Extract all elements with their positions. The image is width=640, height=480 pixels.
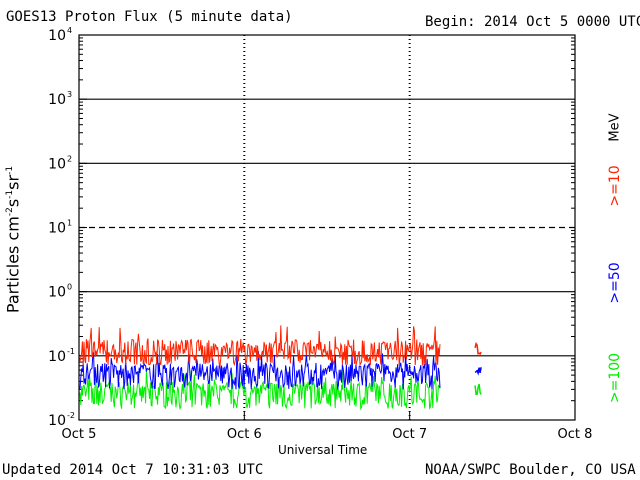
legend-ge100: >=100 (607, 352, 623, 404)
y-tick-label-2: 10 (48, 285, 66, 301)
x-tick-label-2: Oct 7 (392, 427, 427, 442)
y-tick-exp-2: 0 (67, 283, 72, 292)
series-line->=10 (79, 325, 441, 368)
x-tick-label-3: Oct 8 (558, 427, 593, 442)
y-tick-exp-3: 1 (67, 219, 72, 228)
y-axis-label: Particles cm-2s-1sr-1 (3, 165, 23, 314)
y-tick-label-1: 10 (48, 349, 66, 365)
units-label: MeV (607, 113, 623, 142)
legend-ge10: >=10 (607, 165, 623, 207)
series-line->=100 (79, 370, 441, 411)
y-tick-label-0: 10 (48, 413, 66, 429)
y-tick-label-6: 10 (48, 28, 66, 44)
chart-title: GOES13 Proton Flux (5 minute data) (6, 9, 293, 25)
y-tick-label-3: 10 (48, 221, 66, 237)
y-tick-exp-6: 4 (67, 26, 72, 35)
series-segment->=100 (474, 383, 482, 396)
x-axis-label: Universal Time (278, 443, 368, 457)
y-tick-exp-0: -2 (67, 411, 75, 420)
series-segment->=50 (474, 367, 482, 376)
y-tick-label-4: 10 (48, 156, 66, 172)
plot-frame (78, 34, 576, 421)
x-tick-label-1: Oct 6 (227, 427, 262, 442)
series-segment->=10 (474, 341, 482, 356)
y-tick-exp-1: -1 (67, 347, 75, 356)
series-line->=50 (79, 351, 441, 390)
begin-time: Begin: 2014 Oct 5 0000 UTC (425, 14, 640, 30)
credit-text: NOAA/SWPC Boulder, CO USA (425, 462, 636, 478)
updated-timestamp: Updated 2014 Oct 7 10:31:03 UTC (2, 462, 264, 478)
y-tick-label-5: 10 (48, 92, 66, 108)
legend-ge50: >=50 (607, 262, 623, 304)
y-tick-exp-5: 3 (67, 90, 72, 99)
y-tick-exp-4: 2 (67, 154, 72, 163)
x-tick-label-0: Oct 5 (62, 427, 97, 442)
